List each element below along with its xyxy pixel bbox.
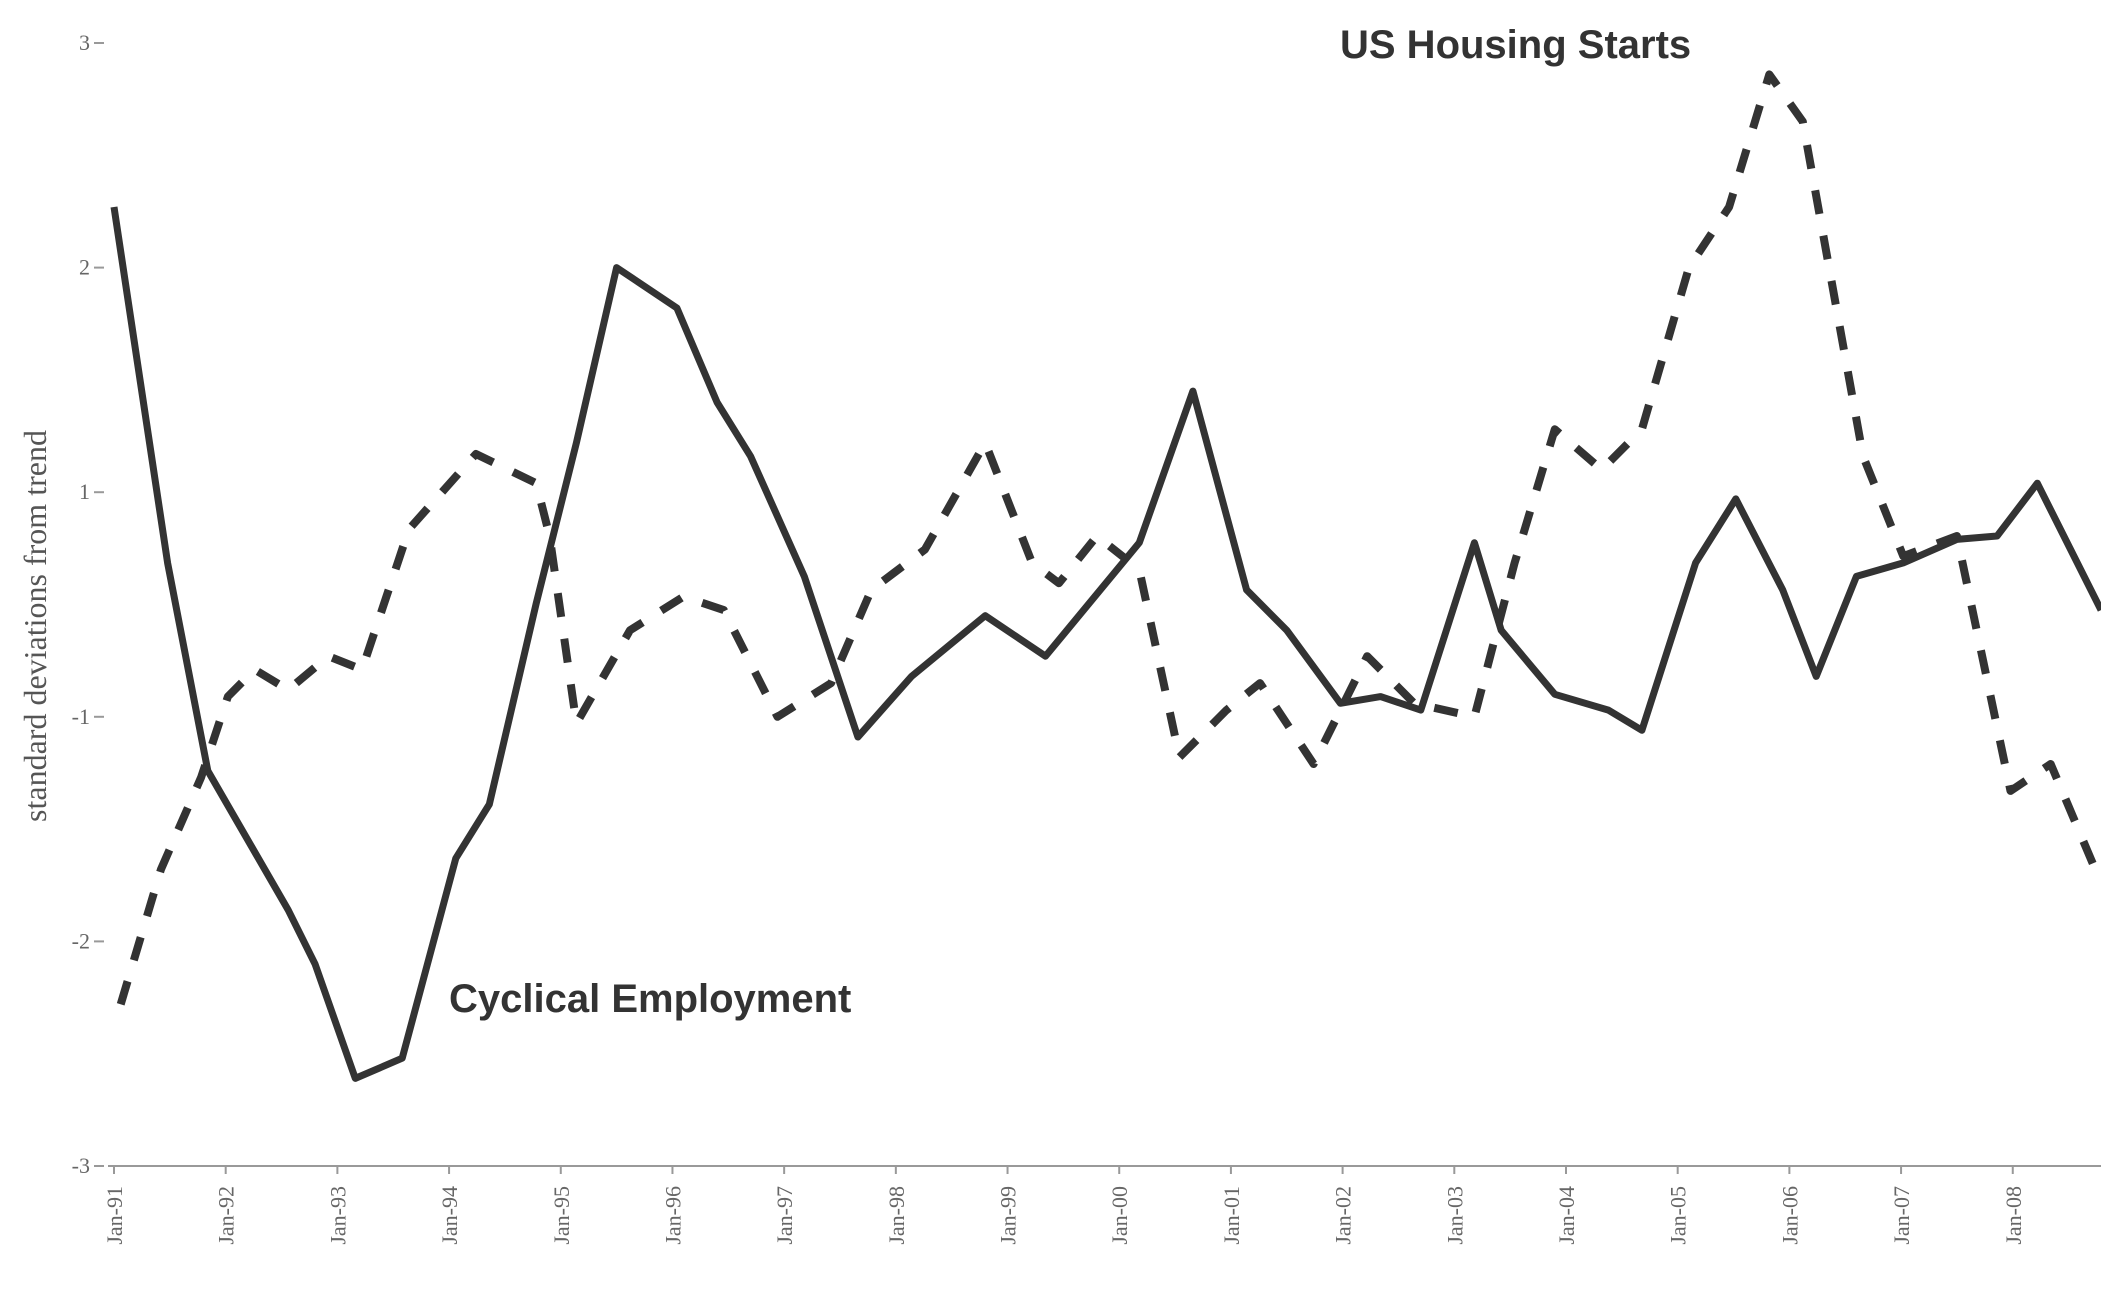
y-tick-label: -2 [72,928,90,953]
x-tick-label: Jan-98 [884,1186,909,1245]
x-tick-label: Jan-92 [214,1186,239,1245]
x-tick-label: Jan-97 [772,1186,797,1245]
x-tick-label: Jan-08 [2001,1186,2026,1245]
y-tick-label: -3 [72,1153,90,1178]
y-tick-label: 2 [79,255,90,280]
series-line [116,70,2101,1006]
x-tick-label: Jan-96 [660,1186,685,1245]
y-tick-label: -1 [72,704,90,729]
x-tick-label: Jan-06 [1777,1186,1802,1245]
x-tick-label: Jan-05 [1666,1186,1691,1245]
series-annotation: US Housing Starts [1340,23,1691,67]
y-axis-label: standard deviations from trend [17,430,53,822]
x-tick-label: Jan-02 [1331,1186,1356,1245]
x-tick-label: Jan-95 [549,1186,574,1245]
y-tick-label: 1 [79,479,90,504]
x-tick-label: Jan-01 [1219,1186,1244,1245]
x-tick-label: Jan-00 [1107,1186,1132,1245]
x-tick-label: Jan-03 [1442,1186,1467,1245]
series-annotation: Cyclical Employment [449,977,851,1021]
x-tick-label: Jan-99 [996,1186,1021,1245]
x-tick-label: Jan-04 [1554,1186,1579,1245]
x-tick-label: Jan-94 [437,1186,462,1245]
x-tick-label: Jan-93 [325,1186,350,1245]
x-tick-label: Jan-91 [102,1186,127,1245]
x-tick-label: Jan-07 [1889,1186,1914,1245]
y-tick-label: 3 [79,30,90,55]
series-line [110,206,2101,1082]
